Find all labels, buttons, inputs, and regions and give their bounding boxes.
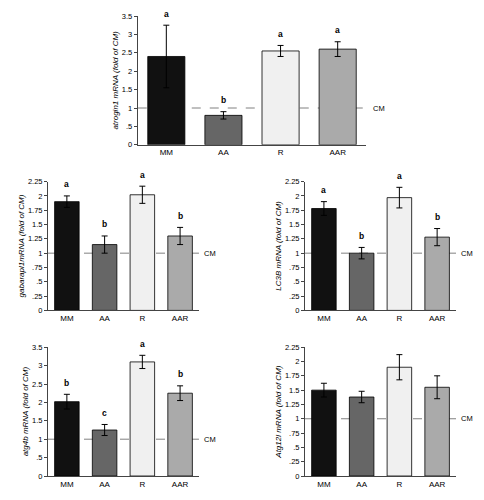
svg-text:.75: .75 bbox=[32, 263, 42, 272]
svg-text:.75: .75 bbox=[289, 263, 299, 272]
svg-text:a: a bbox=[321, 185, 326, 195]
svg-text:2: 2 bbox=[128, 67, 132, 76]
svg-text:CM: CM bbox=[204, 435, 216, 444]
svg-text:2: 2 bbox=[295, 357, 299, 366]
svg-text:b: b bbox=[359, 231, 364, 241]
svg-text:3: 3 bbox=[38, 361, 42, 370]
svg-text:3: 3 bbox=[128, 30, 132, 39]
svg-text:1.25: 1.25 bbox=[28, 234, 43, 243]
svg-text:R: R bbox=[396, 314, 402, 323]
svg-text:2.25: 2.25 bbox=[28, 177, 43, 186]
svg-text:1.75: 1.75 bbox=[285, 371, 300, 380]
svg-text:1.25: 1.25 bbox=[285, 400, 300, 409]
svg-text:AA: AA bbox=[356, 314, 367, 323]
svg-text:AA: AA bbox=[99, 480, 110, 489]
svg-text:b: b bbox=[178, 211, 183, 221]
svg-text:0: 0 bbox=[38, 472, 42, 481]
svg-text:.5: .5 bbox=[293, 277, 299, 286]
svg-text:Atg12l mRNA (fold of CM): Atg12l mRNA (fold of CM) bbox=[274, 365, 283, 459]
svg-text:0: 0 bbox=[38, 306, 42, 315]
svg-text:1: 1 bbox=[295, 249, 299, 258]
svg-text:AA: AA bbox=[99, 314, 110, 323]
svg-text:AA: AA bbox=[356, 480, 367, 489]
svg-text:AAR: AAR bbox=[329, 148, 346, 157]
svg-text:.25: .25 bbox=[289, 292, 299, 301]
svg-text:MM: MM bbox=[160, 148, 174, 157]
svg-text:MM: MM bbox=[60, 314, 74, 323]
svg-text:AAR: AAR bbox=[172, 314, 189, 323]
svg-text:.5: .5 bbox=[36, 277, 42, 286]
svg-text:MM: MM bbox=[317, 480, 331, 489]
svg-text:a: a bbox=[140, 170, 145, 180]
svg-text:a: a bbox=[278, 29, 283, 39]
svg-text:.5: .5 bbox=[293, 443, 299, 452]
svg-text:2.5: 2.5 bbox=[122, 48, 132, 57]
svg-text:1.25: 1.25 bbox=[285, 234, 300, 243]
svg-text:1: 1 bbox=[38, 249, 42, 258]
svg-text:CM: CM bbox=[461, 414, 473, 423]
svg-text:atrogin1 mRNA (fold of CM): atrogin1 mRNA (fold of CM) bbox=[111, 31, 120, 130]
svg-text:2.25: 2.25 bbox=[285, 343, 300, 352]
svg-text:b: b bbox=[178, 369, 183, 379]
svg-text:3.5: 3.5 bbox=[32, 343, 42, 352]
svg-text:b: b bbox=[221, 95, 226, 105]
svg-text:.5: .5 bbox=[36, 453, 42, 462]
svg-text:R: R bbox=[278, 148, 284, 157]
svg-text:a: a bbox=[335, 25, 340, 35]
svg-text:a: a bbox=[164, 9, 169, 19]
svg-text:3.5: 3.5 bbox=[122, 12, 132, 21]
svg-text:.5: .5 bbox=[126, 122, 132, 131]
svg-text:R: R bbox=[139, 314, 145, 323]
svg-text:1.75: 1.75 bbox=[28, 206, 43, 215]
svg-text:AAR: AAR bbox=[172, 480, 189, 489]
svg-text:1: 1 bbox=[295, 414, 299, 423]
svg-text:2: 2 bbox=[38, 192, 42, 201]
svg-text:LC3B mRNA (fold of CM): LC3B mRNA (fold of CM) bbox=[274, 201, 283, 291]
svg-text:0: 0 bbox=[128, 140, 132, 149]
svg-text:.25: .25 bbox=[289, 457, 299, 466]
svg-text:AAR: AAR bbox=[429, 314, 446, 323]
svg-text:1.5: 1.5 bbox=[289, 386, 299, 395]
svg-text:2.25: 2.25 bbox=[285, 177, 300, 186]
svg-text:MM: MM bbox=[317, 314, 331, 323]
svg-text:0: 0 bbox=[295, 472, 299, 481]
svg-text:a: a bbox=[64, 179, 69, 189]
svg-text:R: R bbox=[396, 480, 402, 489]
svg-text:AAR: AAR bbox=[429, 480, 446, 489]
svg-text:MM: MM bbox=[60, 480, 74, 489]
svg-text:2.5: 2.5 bbox=[32, 380, 42, 389]
svg-text:AA: AA bbox=[218, 148, 229, 157]
svg-text:CM: CM bbox=[373, 104, 385, 113]
svg-text:2: 2 bbox=[295, 192, 299, 201]
svg-text:b: b bbox=[64, 378, 69, 388]
svg-text:.25: .25 bbox=[32, 292, 42, 301]
svg-text:1.5: 1.5 bbox=[32, 416, 42, 425]
svg-text:CM: CM bbox=[204, 249, 216, 258]
svg-text:0: 0 bbox=[295, 306, 299, 315]
svg-text:gabarapl1mRNA (fold of CM): gabarapl1mRNA (fold of CM) bbox=[17, 194, 26, 297]
svg-text:R: R bbox=[139, 480, 145, 489]
svg-text:1: 1 bbox=[38, 435, 42, 444]
svg-text:b: b bbox=[435, 212, 440, 222]
svg-text:1.5: 1.5 bbox=[122, 85, 132, 94]
svg-text:a: a bbox=[397, 171, 402, 181]
svg-text:.75: .75 bbox=[289, 429, 299, 438]
svg-text:a: a bbox=[140, 339, 145, 349]
svg-text:CM: CM bbox=[461, 249, 473, 258]
svg-text:b: b bbox=[102, 219, 107, 229]
svg-text:2: 2 bbox=[38, 398, 42, 407]
svg-text:1.5: 1.5 bbox=[32, 220, 42, 229]
svg-text:1.75: 1.75 bbox=[285, 206, 300, 215]
svg-text:1.5: 1.5 bbox=[289, 220, 299, 229]
svg-text:atg4b mRNA (fold of CM): atg4b mRNA (fold of CM) bbox=[21, 367, 30, 457]
svg-text:1: 1 bbox=[128, 104, 132, 113]
svg-text:c: c bbox=[102, 408, 107, 418]
